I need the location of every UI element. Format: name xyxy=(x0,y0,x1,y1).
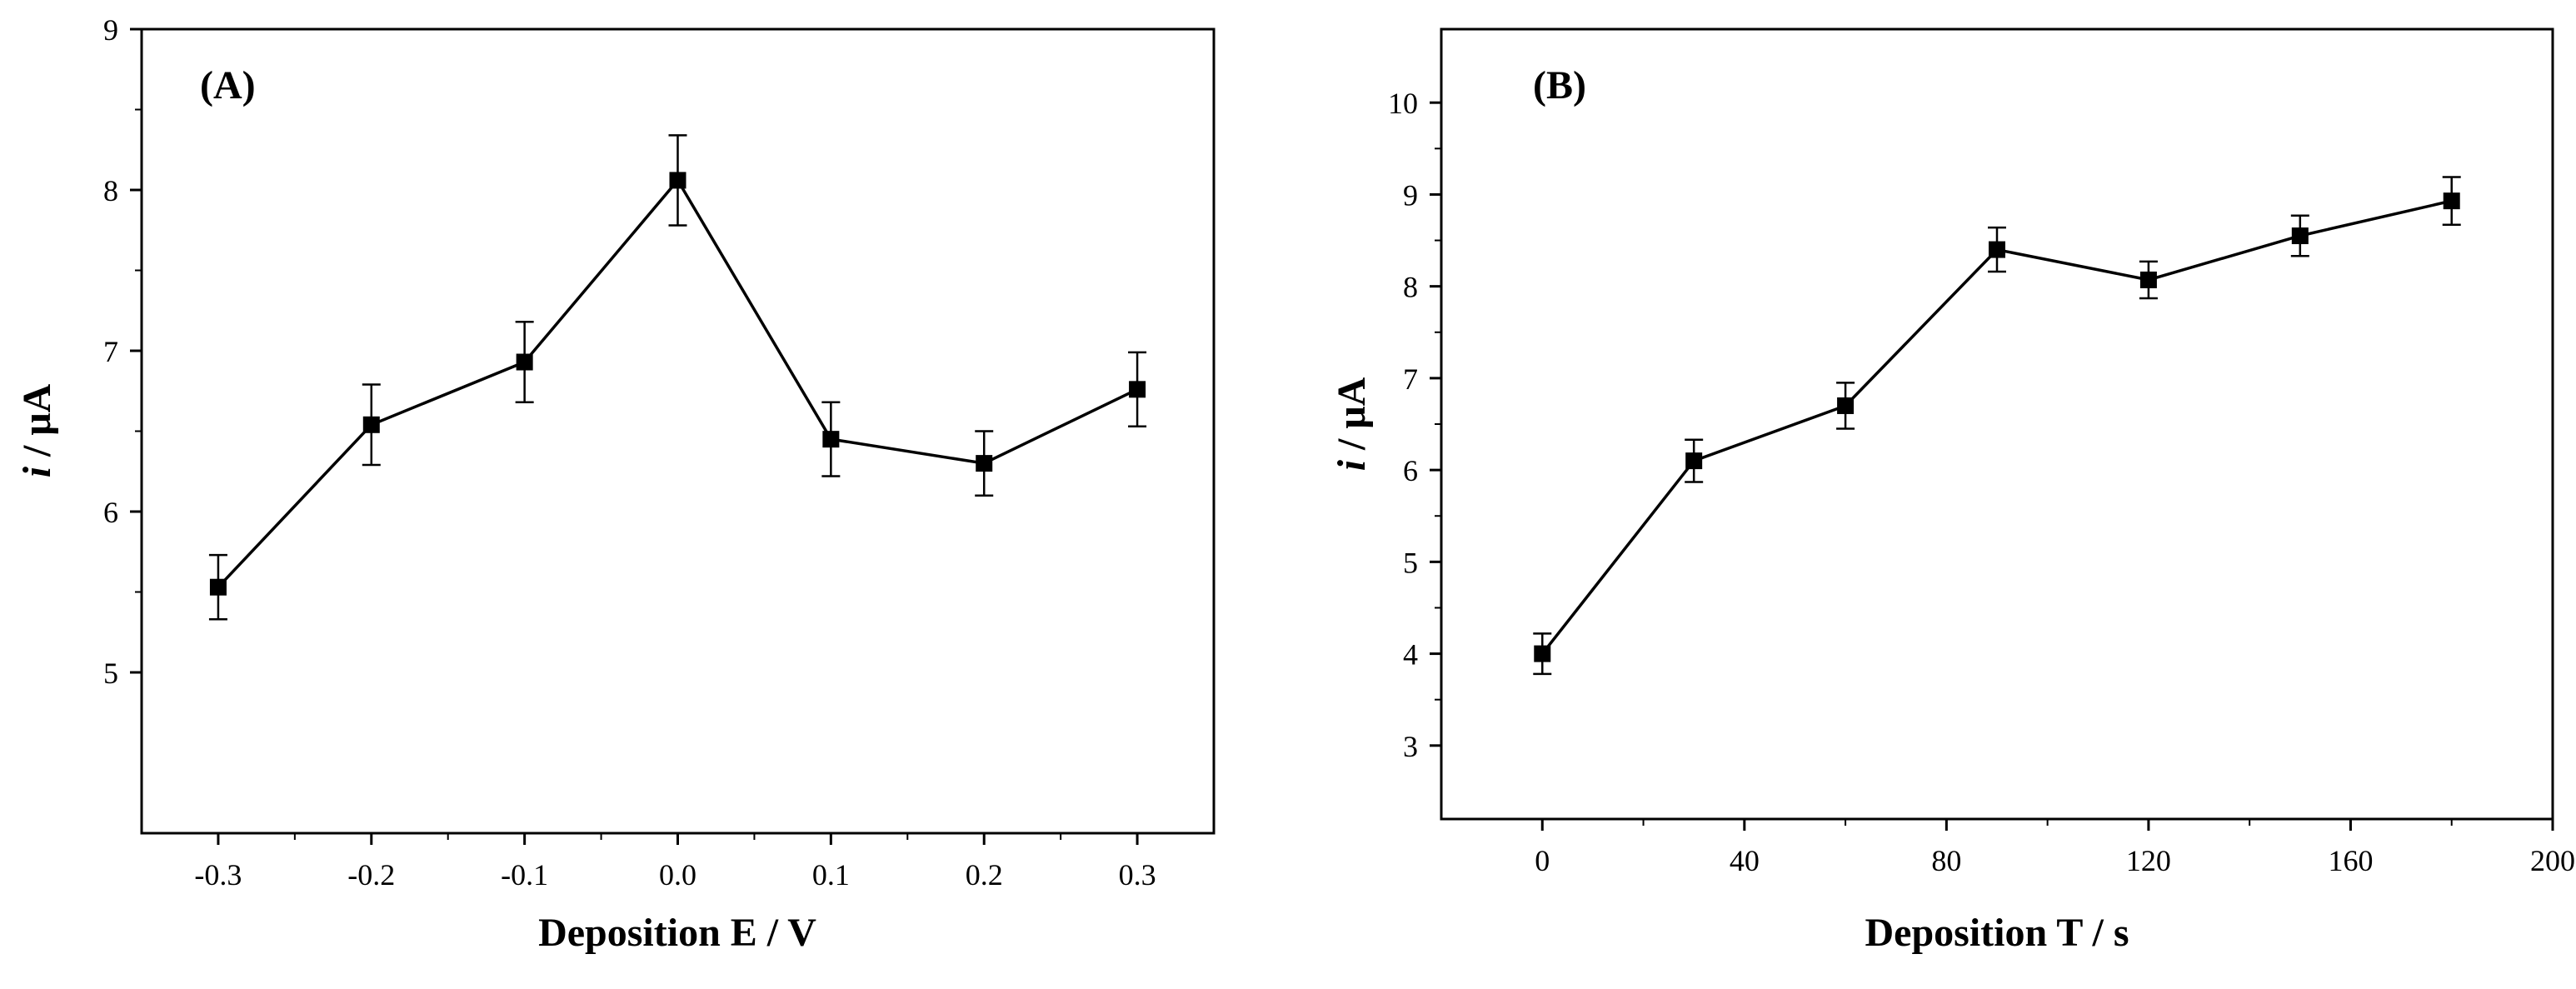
series-a xyxy=(208,134,1147,621)
data-point-marker xyxy=(209,578,227,596)
chart-panel-a: -0.3 -0.2 -0.1 0.0 0.1 0.2 0.3 5 6 7 8 9 (A) Deposi… xyxy=(15,13,1216,955)
x-tick-label: -0.2 xyxy=(347,858,395,892)
x-tick-label: 0 xyxy=(1535,844,1550,877)
y-tick-label: 6 xyxy=(103,496,118,529)
x-tick-label: 0.3 xyxy=(1119,858,1156,892)
data-point-marker xyxy=(1989,241,2005,258)
data-point-marker xyxy=(1837,397,1855,414)
y-tick-label: 7 xyxy=(1403,362,1418,396)
y-tick-label: 10 xyxy=(1388,87,1418,120)
x-axis-label-a: Deposition E / V xyxy=(538,911,816,955)
x-tick-label: 120 xyxy=(2126,844,2171,877)
data-point-marker xyxy=(2139,271,2157,288)
x-tick-label: 40 xyxy=(1730,844,1760,877)
y-axis-label-a-symbol: i xyxy=(15,466,59,477)
y-tick-label: 6 xyxy=(1403,454,1418,487)
y-tick-label: 8 xyxy=(1403,271,1418,304)
data-point-marker xyxy=(976,455,993,472)
y-tick-label: 9 xyxy=(103,13,118,47)
panel-label-b: (B) xyxy=(1533,63,1586,107)
data-point-marker xyxy=(669,172,686,189)
x-tick-label: 0.2 xyxy=(966,858,1003,892)
y-tick-label: 5 xyxy=(103,657,118,690)
data-point-marker xyxy=(2443,192,2460,210)
data-point-marker xyxy=(1685,452,1703,470)
data-point-marker xyxy=(1129,381,1146,398)
x-tick-label: 0.1 xyxy=(812,858,850,892)
y-axis-label-b-symbol: i xyxy=(1330,459,1374,471)
data-point-marker xyxy=(516,353,533,371)
x-tick-label: 0.0 xyxy=(659,858,696,892)
x-tick-label: -0.3 xyxy=(194,858,242,892)
data-point-marker xyxy=(822,431,840,448)
y-axis-label-a-unit: / μA xyxy=(15,383,59,467)
x-tick-label: 160 xyxy=(2328,844,2373,877)
data-point-marker xyxy=(1534,645,1551,662)
axes-ticks-b: 0 40 80 120 160 200 3 4 5 6 7 8 9 10 xyxy=(1388,87,2575,877)
y-tick-label: 3 xyxy=(1403,730,1418,763)
data-point-marker xyxy=(2291,227,2309,245)
y-tick-label: 9 xyxy=(1403,178,1418,212)
data-point-marker xyxy=(362,416,380,433)
x-tick-label: -0.1 xyxy=(501,858,548,892)
panel-label-a: (A) xyxy=(200,63,256,107)
x-tick-label: 80 xyxy=(1931,844,1961,877)
y-tick-label: 5 xyxy=(1403,546,1418,579)
y-tick-label: 4 xyxy=(1403,638,1418,672)
y-axis-label-b: i / μA xyxy=(1330,377,1374,471)
series-line xyxy=(217,177,1138,588)
y-axis-label-b-unit: / μA xyxy=(1330,377,1374,460)
y-tick-label: 7 xyxy=(103,335,118,368)
x-axis-label-b: Deposition T / s xyxy=(1865,911,2129,955)
axes-ticks-a: -0.3 -0.2 -0.1 0.0 0.1 0.2 0.3 5 6 7 8 9 xyxy=(103,13,1156,892)
series-b xyxy=(1533,176,2461,676)
plot-frame-b xyxy=(1440,27,2554,821)
y-axis-label-a: i / μA xyxy=(15,383,59,477)
x-tick-label: 200 xyxy=(2530,844,2575,877)
y-tick-label: 8 xyxy=(103,174,118,207)
chart-panel-b: 0 40 80 120 160 200 3 4 5 6 7 8 9 10 (B) Deposition T… xyxy=(1330,27,2575,955)
